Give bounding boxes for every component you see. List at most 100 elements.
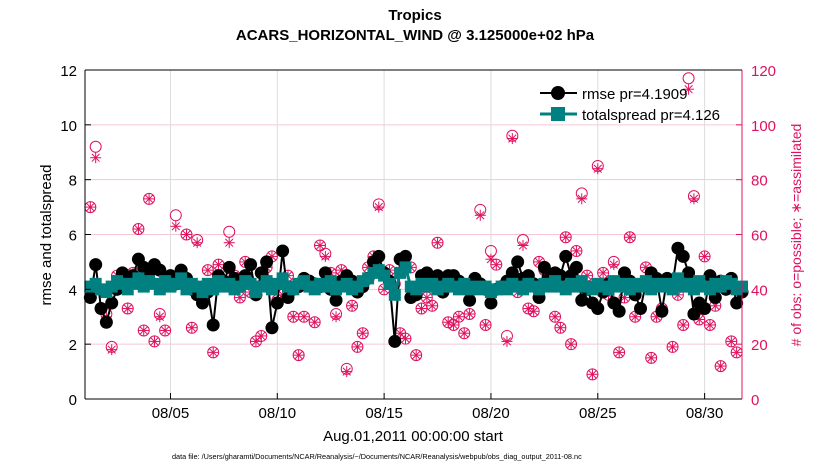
y2-tick-label: 20 (751, 337, 768, 354)
y2-axis-label: # of obs: o=possible; ∗=assimilated (788, 124, 804, 347)
rmse-point (537, 260, 551, 274)
assimilated-obs-marker (399, 333, 411, 345)
assimilated-obs-marker (250, 335, 262, 347)
rmse-point (260, 255, 274, 269)
y-axis-label: rmse and totalspread (38, 165, 55, 306)
legend: rmse pr=4.1909 totalspread pr=4.126 (540, 86, 720, 124)
y2-tick-label: 120 (751, 63, 776, 80)
assimilated-obs-marker (421, 292, 433, 304)
assimilated-obs-marker (565, 338, 577, 350)
assimilated-obs-marker (704, 319, 716, 331)
assimilated-obs-marker (586, 368, 598, 380)
assimilated-obs-marker (688, 193, 700, 205)
assimilated-obs-marker (576, 193, 588, 205)
possible-obs-marker (682, 72, 695, 85)
x-tick-label: 08/05 (152, 405, 190, 422)
assimilated-obs-marker (319, 250, 331, 262)
assimilated-obs-marker (501, 335, 513, 347)
rmse-point (559, 249, 573, 263)
y2-tick-label: 40 (751, 282, 768, 299)
assimilated-obs-marker (560, 231, 572, 243)
rmse-point (196, 296, 210, 310)
y-tick-label: 6 (69, 228, 77, 245)
assimilated-obs-marker (132, 223, 144, 235)
rmse-point (89, 258, 103, 272)
totalspread-point (666, 283, 679, 296)
assimilated-obs-marker (570, 245, 582, 257)
assimilated-obs-marker (432, 237, 444, 249)
rmse-point (612, 304, 626, 318)
y2-tick-label: 0 (751, 392, 759, 409)
rmse-point (634, 302, 648, 316)
assimilated-obs-marker (699, 250, 711, 262)
assimilated-obs-marker (255, 330, 267, 342)
y-tick-label: 0 (69, 392, 77, 409)
rmse-point (222, 260, 236, 274)
rmse-point (698, 302, 712, 316)
y-tick-label: 2 (69, 337, 77, 354)
rmse-point (276, 244, 290, 258)
x-tick-label: 08/25 (579, 405, 617, 422)
assimilated-obs-marker (549, 311, 561, 323)
assimilated-obs-marker (592, 163, 604, 175)
legend-rmse-label: rmse pr=4.1909 (582, 86, 687, 103)
assimilated-obs-marker (154, 311, 166, 323)
possible-obs-marker (89, 140, 102, 153)
x-tick-label: 08/10 (259, 405, 297, 422)
assimilated-obs-marker (90, 152, 102, 164)
y-tick-label: 10 (60, 118, 77, 135)
assimilated-obs-marker (517, 239, 529, 251)
assimilated-obs-marker (725, 335, 737, 347)
assimilated-obs-marker (613, 346, 625, 358)
assimilated-obs-marker (715, 360, 727, 372)
totalspread-point (383, 277, 396, 290)
assimilated-obs-marker (667, 341, 679, 353)
possible-obs-marker (169, 209, 182, 222)
assimilated-obs-marker (170, 220, 182, 232)
assimilated-obs-marker (608, 259, 620, 271)
assimilated-obs-marker (309, 316, 321, 328)
assimilated-obs-marker (223, 237, 235, 249)
rmse-point (511, 255, 525, 269)
totalspread-point (388, 288, 401, 301)
series-lines (83, 241, 749, 348)
legend-rmse-marker (551, 86, 565, 100)
y-tick-label: 12 (60, 63, 77, 80)
rmse-point (676, 249, 690, 263)
rmse-point (206, 318, 220, 332)
chart-subtitle: ACARS_HORIZONTAL_WIND @ 3.125000e+02 hPa (236, 27, 595, 44)
assimilated-obs-marker (106, 344, 118, 356)
rmse-point (682, 266, 696, 280)
rmse-point (687, 307, 701, 321)
assimilated-obs-marker (464, 308, 476, 320)
rmse-point (388, 334, 402, 348)
assimilated-obs-marker (416, 303, 428, 315)
assimilated-obs-marker (314, 239, 326, 251)
y-tick-label: 8 (69, 173, 77, 190)
legend-totalspread-label: totalspread pr=4.126 (582, 107, 720, 124)
rmse-point (484, 296, 498, 310)
y-tick-label: 4 (69, 282, 77, 299)
assimilated-obs-marker (346, 300, 358, 312)
assimilated-obs-marker (186, 322, 198, 334)
rmse-point (99, 315, 113, 329)
assimilated-obs-marker (298, 311, 310, 323)
y2-tick-label: 60 (751, 228, 768, 245)
assimilated-obs-marker (506, 133, 518, 145)
totalspread-point (175, 272, 188, 285)
chart-title: Tropics (388, 7, 441, 24)
rmse-point (153, 263, 167, 277)
rmse-point (575, 293, 589, 307)
x-tick-label: 08/20 (472, 405, 510, 422)
legend-totalspread-marker (551, 107, 565, 121)
assimilated-obs-marker (180, 229, 192, 240)
assimilated-obs-marker (490, 259, 502, 271)
rmse-point (105, 296, 119, 310)
assimilated-obs-marker (234, 292, 246, 304)
rmse-point (730, 296, 744, 310)
assimilated-obs-marker (624, 231, 636, 243)
assimilated-obs-marker (84, 201, 96, 213)
assimilated-obs-marker (453, 311, 465, 323)
